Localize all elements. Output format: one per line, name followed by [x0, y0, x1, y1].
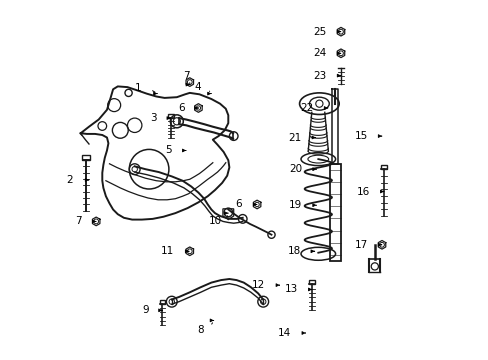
Text: 6: 6 [178, 103, 184, 113]
Text: 7: 7 [183, 71, 189, 81]
Text: 11: 11 [161, 246, 174, 256]
Text: 17: 17 [354, 240, 367, 250]
Text: 22: 22 [300, 103, 313, 113]
Text: 15: 15 [354, 131, 367, 141]
Text: 8: 8 [197, 325, 204, 336]
Bar [329, 164, 340, 261]
Text: 25: 25 [313, 27, 326, 37]
Bar [309, 280, 314, 284]
Text: 24: 24 [313, 48, 326, 58]
Text: 13: 13 [284, 284, 297, 294]
Text: 1: 1 [135, 83, 142, 93]
Text: 9: 9 [142, 305, 149, 315]
Text: 7: 7 [75, 216, 81, 226]
Text: 2: 2 [66, 175, 72, 185]
Text: 20: 20 [288, 164, 302, 174]
Bar [159, 300, 165, 304]
Text: 16: 16 [356, 186, 369, 197]
Text: 18: 18 [287, 246, 300, 256]
Text: 19: 19 [288, 200, 302, 210]
Bar [381, 165, 386, 169]
Text: 23: 23 [313, 71, 326, 81]
Text: 14: 14 [278, 328, 291, 338]
Text: 6: 6 [235, 199, 242, 210]
Text: 10: 10 [209, 216, 222, 226]
Bar [82, 155, 89, 160]
Text: 21: 21 [287, 132, 301, 143]
Text: 5: 5 [165, 145, 171, 156]
Text: 4: 4 [194, 82, 201, 92]
Bar [167, 114, 173, 118]
Text: 12: 12 [251, 280, 264, 290]
Text: 3: 3 [149, 113, 156, 123]
